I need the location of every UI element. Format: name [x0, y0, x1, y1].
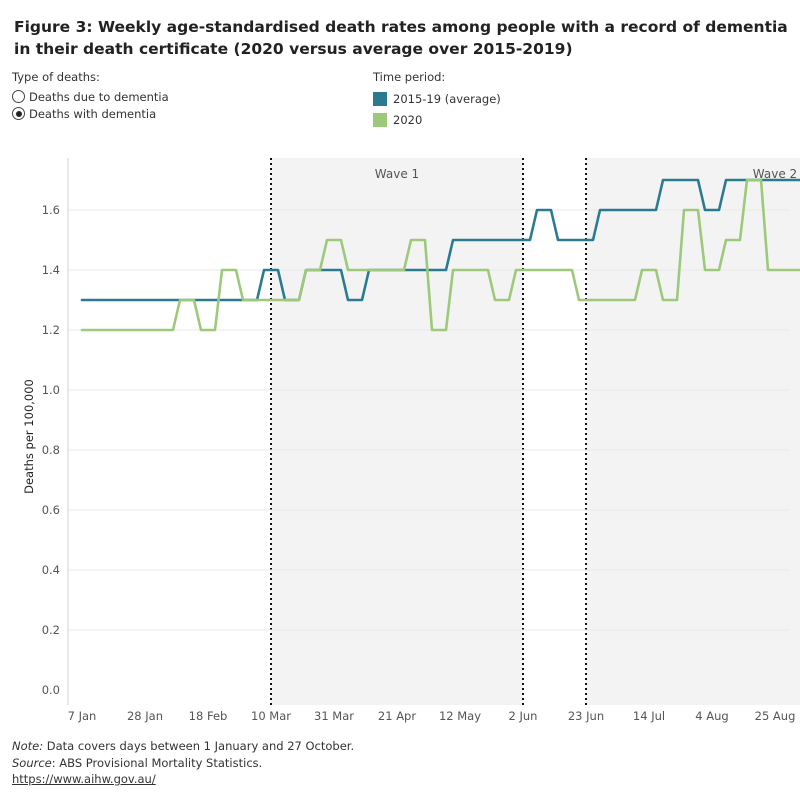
- chart-title: Figure 3: Weekly age-standardised death …: [14, 18, 788, 58]
- legend-item-2020[interactable]: 2020: [373, 109, 501, 130]
- radio-unchecked-icon[interactable]: [12, 90, 25, 103]
- x-tick-label: 4 Aug: [695, 709, 728, 723]
- y-tick-label: 0.2: [42, 623, 60, 637]
- x-tick-label: 2 Jun: [509, 709, 538, 723]
- type-of-deaths-filter: Type of deaths: Deaths due to dementia D…: [12, 70, 169, 122]
- radio-label: Deaths due to dementia: [29, 89, 169, 104]
- x-tick-label: 25 Aug: [755, 709, 796, 723]
- radio-option-with-dementia[interactable]: Deaths with dementia: [12, 105, 169, 122]
- legend-label: 2020: [393, 112, 423, 127]
- note-text: Data covers days between 1 January and 2…: [43, 739, 355, 753]
- source-label: Source: [12, 755, 52, 770]
- y-tick-label: 1.6: [42, 203, 60, 217]
- time-legend-heading: Time period:: [373, 70, 446, 84]
- y-tick-label: 1.4: [42, 263, 60, 277]
- legend-swatch-2020: [373, 112, 387, 127]
- legend-swatch-2015-19: [373, 91, 387, 106]
- y-tick-label: 0.0: [42, 683, 60, 697]
- y-tick-label: 1.2: [42, 323, 60, 337]
- radio-option-due-to-dementia[interactable]: Deaths due to dementia: [12, 88, 169, 105]
- legend-label: 2015-19 (average): [393, 91, 501, 106]
- x-tick-label: 28 Jan: [127, 709, 163, 723]
- x-tick-label: 31 Mar: [314, 709, 354, 723]
- x-tick-label: 14 Jul: [633, 709, 665, 723]
- x-tick-label: 7 Jan: [68, 709, 97, 723]
- aihw-link[interactable]: https://www.aihw.gov.au/: [12, 772, 156, 786]
- x-tick-label: 12 May: [439, 709, 481, 723]
- y-tick-label: 1.0: [42, 383, 60, 397]
- note-line: Note: Data covers days between 1 January…: [12, 738, 354, 755]
- time-period-legend: Time period: 2015-19 (average) 2020: [373, 70, 501, 130]
- note-label: Note:: [12, 739, 44, 753]
- wave-band: [271, 158, 523, 705]
- x-tick-label: 18 Feb: [189, 709, 228, 723]
- radio-checked-icon[interactable]: [12, 107, 25, 120]
- wave-band-label: Wave 2: [753, 167, 797, 181]
- series-line: [80, 178, 800, 302]
- chart-notes: Note: Data covers days between 1 January…: [12, 738, 354, 788]
- y-axis-label: Deaths per 100,000: [22, 379, 36, 494]
- wave-band-label: Wave 1: [375, 167, 419, 181]
- y-tick-label: 0.6: [42, 503, 60, 517]
- type-filter-heading: Type of deaths:: [12, 70, 100, 84]
- wave-band: [586, 158, 800, 705]
- source-text: : ABS Provisional Mortality Statistics.: [51, 755, 263, 770]
- legend-item-2015-19[interactable]: 2015-19 (average): [373, 88, 501, 109]
- x-tick-label: 10 Mar: [251, 709, 291, 723]
- y-tick-label: 0.4: [42, 563, 60, 577]
- x-tick-label: 21 Apr: [378, 709, 416, 723]
- x-tick-label: 23 Jun: [568, 709, 604, 723]
- radio-label: Deaths with dementia: [29, 106, 157, 121]
- y-tick-label: 0.8: [42, 443, 60, 457]
- series-line: [80, 178, 800, 332]
- source-line: Source: ABS Provisional Mortality Statis…: [12, 755, 354, 772]
